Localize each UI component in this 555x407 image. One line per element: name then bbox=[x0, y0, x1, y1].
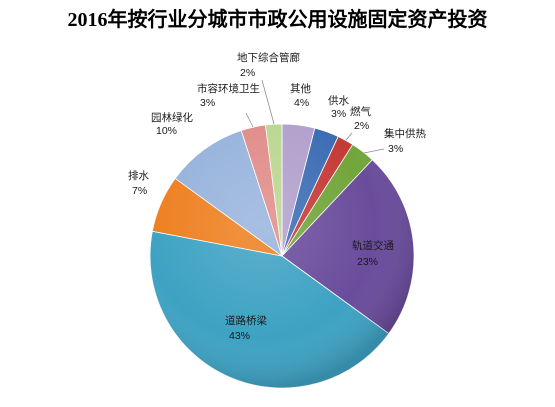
leader-line-utility-tunnel bbox=[261, 79, 275, 125]
category-label-other: 其他 bbox=[290, 82, 311, 95]
leader-line-gas bbox=[345, 132, 353, 141]
leader-line-sanitation bbox=[245, 112, 254, 128]
category-label-utility-tunnel: 地下综合管廊 bbox=[237, 51, 300, 64]
category-label-landscaping: 园林绿化 bbox=[151, 111, 193, 124]
value-label-central-heating: 3% bbox=[388, 143, 403, 155]
value-label-roads-bridges: 43% bbox=[229, 330, 250, 342]
value-label-drainage: 7% bbox=[132, 185, 147, 197]
leader-line-central-heating bbox=[363, 148, 385, 154]
category-label-water-supply: 供水 bbox=[328, 94, 349, 107]
value-label-rail-transit: 23% bbox=[357, 256, 378, 268]
value-label-sanitation: 3% bbox=[200, 97, 215, 109]
value-label-other: 4% bbox=[294, 97, 309, 109]
value-label-gas: 2% bbox=[354, 120, 369, 132]
value-label-landscaping: 10% bbox=[156, 125, 177, 137]
category-label-sanitation: 市容环境卫生 bbox=[197, 82, 260, 95]
category-label-gas: 燃气 bbox=[350, 105, 371, 118]
category-label-roads-bridges: 道路桥梁 bbox=[225, 314, 267, 327]
category-label-drainage: 排水 bbox=[128, 169, 149, 182]
data-labels: 其他4% 供水3% 燃气2%集中供热3%轨道交通23%道路桥梁43%排水7%园林绿化… bbox=[128, 51, 426, 342]
value-label-water-supply: 3% bbox=[331, 108, 346, 120]
category-label-rail-transit: 轨道交通 bbox=[352, 239, 394, 252]
leader-lines bbox=[245, 79, 385, 154]
chart-title: 2016年按行业分城市市政公用设施固定资产投资 bbox=[67, 9, 488, 31]
value-label-utility-tunnel: 2% bbox=[240, 67, 255, 79]
category-label-central-heating: 集中供热 bbox=[384, 127, 426, 140]
